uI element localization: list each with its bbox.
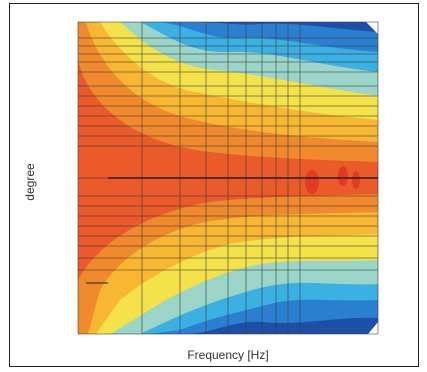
hotspot-1 — [305, 170, 319, 194]
grid-lines — [77, 21, 379, 335]
corner-mark-top — [366, 22, 378, 34]
y-axis-label: degree — [23, 163, 37, 201]
hotspot-3 — [352, 171, 360, 189]
corner-mark-bottom — [368, 322, 378, 334]
hotspot-2 — [338, 166, 348, 186]
x-axis-label: Frequency [Hz] — [187, 348, 269, 362]
